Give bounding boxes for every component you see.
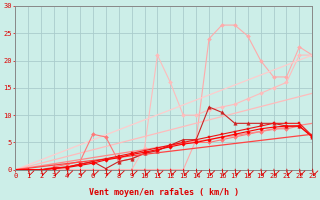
X-axis label: Vent moyen/en rafales ( km/h ): Vent moyen/en rafales ( km/h ) — [89, 188, 239, 197]
